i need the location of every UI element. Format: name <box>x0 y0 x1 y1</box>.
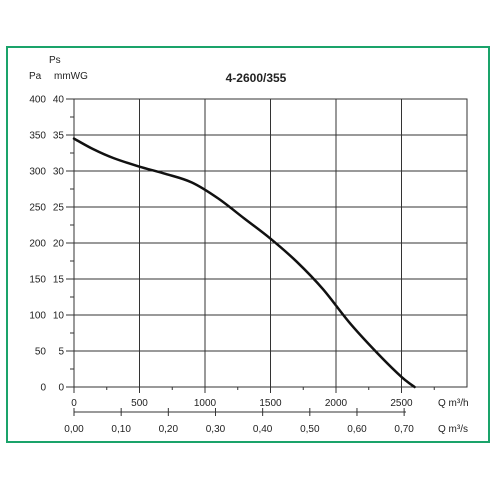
y-tick-label-mmwg: 10 <box>53 311 65 322</box>
x-tick-label-m3s: 0,30 <box>206 424 226 435</box>
y-tick-label-pa: 250 <box>29 203 46 214</box>
chart-frame <box>6 46 490 443</box>
x-unit-m3s: Q m³/s <box>438 424 468 435</box>
x-tick-label-m3s: 0,50 <box>300 424 320 435</box>
x-tick-label-m3s: 0,60 <box>347 424 367 435</box>
x-tick-label-m3h: 2500 <box>390 398 413 409</box>
fan-curve-line <box>72 137 416 389</box>
y-tick-label-mmwg: 25 <box>53 203 65 214</box>
y-unit-pa: Pa <box>29 71 42 82</box>
x-tick-label-m3s: 0,10 <box>111 424 131 435</box>
chart-title: 4-2600/355 <box>226 71 287 85</box>
x-tick-label-m3s: 0,00 <box>64 424 84 435</box>
y-unit-top: Ps <box>49 55 61 66</box>
y-tick-label-pa: 50 <box>35 347 47 358</box>
y-unit-mmwg: mmWG <box>54 71 88 82</box>
x-tick-label-m3s: 0,70 <box>394 424 414 435</box>
y-tick-label-pa: 350 <box>29 131 46 142</box>
x-tick-label-m3h: 1500 <box>259 398 282 409</box>
y-tick-label-mmwg: 0 <box>58 383 64 394</box>
y-tick-label-pa: 0 <box>40 383 46 394</box>
y-tick-label-mmwg: 5 <box>58 347 64 358</box>
x-tick-label-m3h: 1000 <box>194 398 217 409</box>
x-tick-label-m3h: 2000 <box>325 398 348 409</box>
y-tick-label-pa: 300 <box>29 167 46 178</box>
y-tick-label-mmwg: 30 <box>53 167 65 178</box>
x-tick-label-m3s: 0,20 <box>159 424 179 435</box>
y-tick-label-mmwg: 40 <box>53 95 65 106</box>
x-tick-label-m3h: 0 <box>71 398 77 409</box>
x-unit-m3h: Q m³/h <box>438 398 469 409</box>
y-tick-label-mmwg: 35 <box>53 131 65 142</box>
y-tick-label-pa: 400 <box>29 95 46 106</box>
y-tick-label-mmwg: 15 <box>53 275 65 286</box>
y-tick-label-pa: 200 <box>29 239 46 250</box>
y-tick-label-pa: 100 <box>29 311 46 322</box>
x-tick-label-m3h: 500 <box>131 398 148 409</box>
x-tick-label-m3s: 0,40 <box>253 424 273 435</box>
y-tick-label-pa: 150 <box>29 275 46 286</box>
y-tick-label-mmwg: 20 <box>53 239 65 250</box>
